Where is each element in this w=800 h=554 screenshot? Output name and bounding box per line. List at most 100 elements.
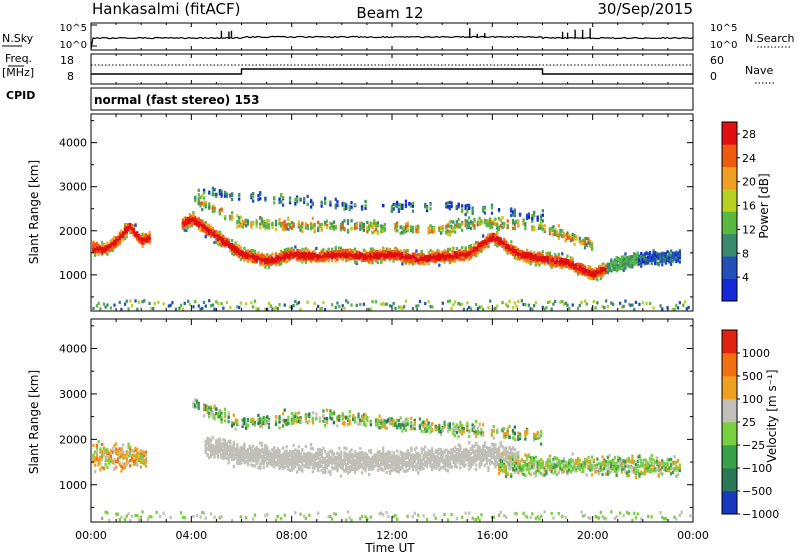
power-cell [661,258,664,262]
power-cell [292,223,295,227]
power-cell [339,251,343,255]
power-cell [236,221,239,225]
power-cell [332,225,336,229]
power-cell [134,299,137,303]
power-cell [501,244,504,248]
power-cell [561,259,564,263]
power-cell [220,207,223,211]
power-cell [183,228,186,232]
power-cell [454,257,457,262]
power-cell [445,251,448,255]
power-cell [515,220,518,224]
velocity-cell [106,451,109,455]
velocity-cell [236,421,239,425]
power-cell [508,299,511,303]
power-cell [276,307,279,311]
power-cell [564,258,567,262]
power-cell [394,225,397,229]
power-cell [590,307,594,311]
power-cell [522,302,525,307]
power-cell [234,248,237,252]
power-cell [599,267,602,271]
power-cell [106,303,109,307]
velocity-cell [123,517,127,521]
power-cell [320,306,323,310]
power-cell [360,253,364,257]
velocity-cell [250,449,253,453]
power-cell [202,300,206,304]
power-cell [633,307,636,312]
power-cell [633,260,636,264]
power-cell [120,229,123,233]
power-cell [415,249,418,253]
velocity-cell [239,460,242,464]
velocity-cell [280,464,283,468]
power-cell [194,220,197,224]
power-cell [620,262,624,266]
power-cell [489,217,492,221]
power-cell [540,256,543,260]
power-cell [431,225,434,229]
power-cell [125,223,128,227]
velocity-cell [92,454,95,458]
power-cell [206,223,209,227]
power-cell [533,225,536,229]
velocity-cell [264,422,267,426]
power-cell [445,204,448,208]
power-cell [432,258,436,262]
power-cell [608,262,611,267]
power-cell [455,247,458,251]
power-cell [211,193,214,197]
velocity-cell [134,462,137,466]
power-cell [218,192,221,196]
power-cell [111,237,114,242]
velocity-cell [229,446,232,451]
power-cell [482,247,485,251]
velocity-cell [274,461,278,465]
power-cell [461,246,464,250]
power-cell [568,262,571,266]
power-cell [520,253,523,258]
velocity-cell [201,510,204,515]
power-cell [636,254,639,258]
velocity-cell [139,465,142,469]
velocity-cell [253,455,257,459]
power-cell [236,246,239,250]
power-cell [541,254,544,258]
power-cell [627,264,631,268]
power-cell [102,249,106,253]
velocity-cell [259,455,262,459]
power-cell [211,233,214,237]
velocity-cell [181,515,185,519]
power-cell [271,226,274,230]
power-cell [506,244,509,249]
power-cell [446,205,450,209]
power-cell [529,256,532,260]
power-cell [527,303,530,307]
power-cell [346,219,350,223]
power-cell [295,200,299,204]
velocity-cell [209,447,213,451]
power-cell [473,252,476,256]
velocity-cell [246,448,250,452]
velocity-cell [118,452,121,456]
power-cell [587,237,590,241]
power-cell [592,276,595,281]
power-cell [685,307,688,311]
power-cell [397,203,401,207]
power-cell [603,266,606,271]
power-cell [355,225,358,230]
power-cell [238,218,241,223]
power-cell [287,255,290,259]
power-cell [259,263,262,267]
velocity-cell [169,516,172,520]
power-cell [303,200,306,205]
power-cell [367,260,371,265]
power-cell [317,259,320,263]
power-cell [204,203,207,207]
power-cell [643,252,646,256]
power-cell [206,229,209,234]
power-cell [513,301,516,305]
power-cell [401,306,404,310]
velocity-cell [216,414,220,418]
